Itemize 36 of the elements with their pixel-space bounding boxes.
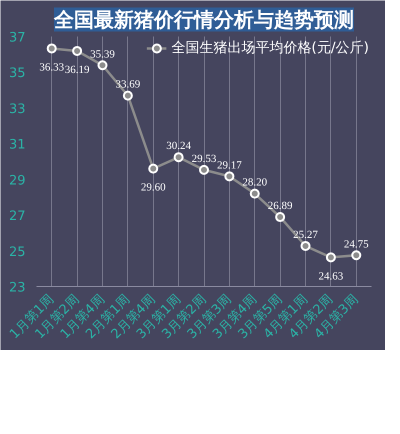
data-label: 28.20 xyxy=(242,176,268,189)
chart-title: 全国最新猪价行情分析与趋势预测 xyxy=(53,8,354,32)
point xyxy=(300,240,311,251)
legend-label: 全国生猪出场平均价格(元/公斤) xyxy=(171,39,369,57)
data-label: 36.19 xyxy=(64,64,90,76)
data-label: 35.39 xyxy=(90,48,116,60)
data-label: 29.53 xyxy=(192,152,217,165)
data-label: 29.17 xyxy=(217,159,242,172)
data-label: 24.75 xyxy=(344,238,370,250)
y-tick-label: 31 xyxy=(8,138,26,153)
point xyxy=(97,60,108,70)
point xyxy=(224,171,234,182)
y-tick-label: 23 xyxy=(8,280,26,296)
point xyxy=(326,252,336,262)
y-tick-label: 25 xyxy=(8,244,26,260)
y-tick-label: 33 xyxy=(8,102,26,117)
data-label: 36.33 xyxy=(39,61,65,74)
point xyxy=(250,188,260,199)
point xyxy=(351,250,362,260)
data-label: 30.24 xyxy=(166,140,192,152)
point xyxy=(122,90,133,101)
data-label: 33.69 xyxy=(115,78,141,91)
data-label: 26.89 xyxy=(268,200,294,212)
data-label: 25.27 xyxy=(293,228,318,241)
y-tick-label: 35 xyxy=(8,66,26,82)
y-tick-label: 29 xyxy=(8,173,26,188)
point xyxy=(46,43,57,54)
y-tick-label: 27 xyxy=(8,209,26,224)
data-label: 24.63 xyxy=(318,270,344,282)
point xyxy=(148,164,158,174)
point xyxy=(174,152,184,162)
point xyxy=(199,164,209,175)
point xyxy=(275,212,286,222)
y-tick-label: 37 xyxy=(8,30,26,46)
point xyxy=(72,46,82,56)
data-label: 29.60 xyxy=(140,182,166,194)
